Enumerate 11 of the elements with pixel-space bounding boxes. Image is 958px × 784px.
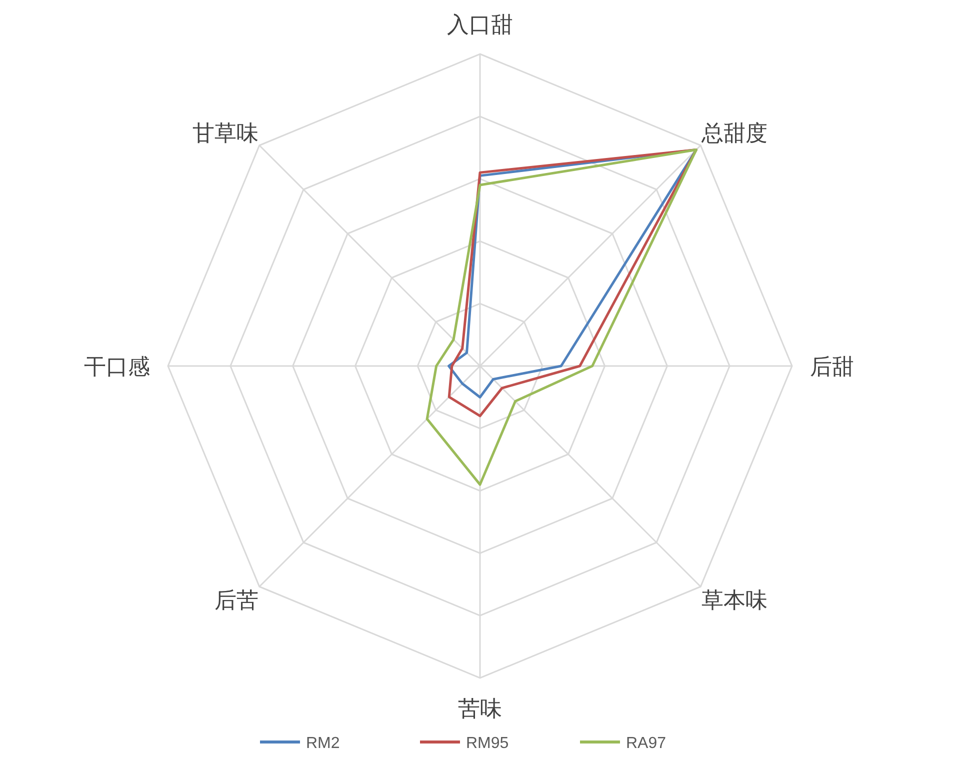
spoke-label: 入口甜 — [447, 12, 513, 37]
legend-label: RM95 — [466, 735, 509, 752]
legend-label: RA97 — [626, 735, 666, 752]
spoke-label: 甘草味 — [192, 120, 259, 146]
spoke-label: 总甜度 — [700, 120, 768, 146]
legend-label: RM2 — [306, 735, 340, 752]
spoke-label: 苦味 — [458, 696, 502, 721]
spoke-label: 草本味 — [701, 587, 768, 612]
spoke-label: 干口感 — [84, 354, 150, 379]
spoke-label: 后苦 — [214, 587, 259, 612]
spoke-label: 后甜 — [810, 354, 854, 379]
